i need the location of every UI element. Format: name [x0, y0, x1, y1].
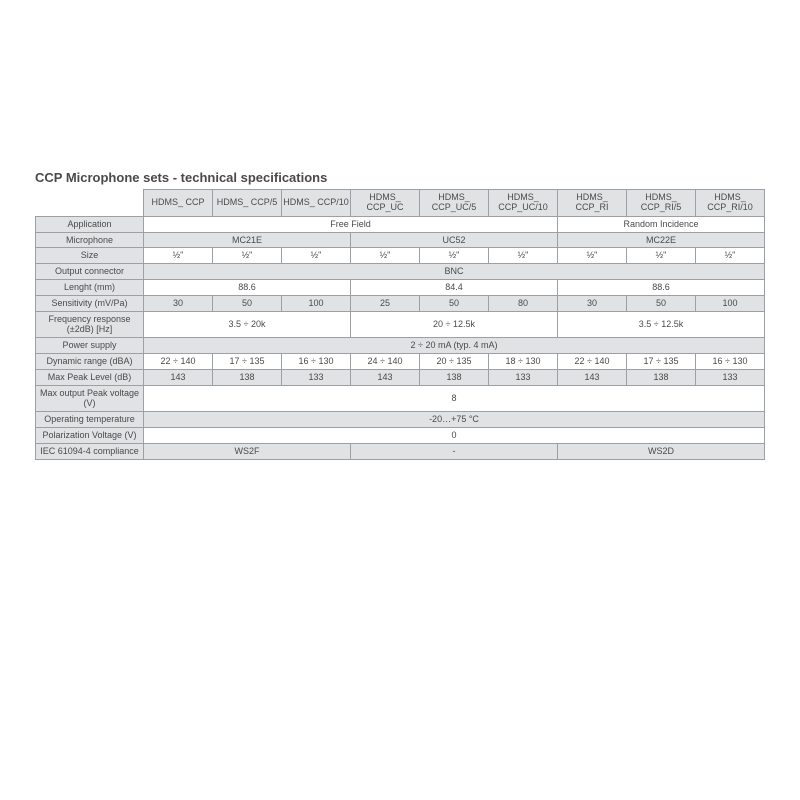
cell: WS2D	[558, 443, 765, 459]
cell: ½"	[627, 248, 696, 264]
cell: 16 ÷ 130	[696, 353, 765, 369]
cell: 3.5 ÷ 20k	[144, 311, 351, 338]
cell: 2 ÷ 20 mA (typ. 4 mA)	[144, 338, 765, 354]
cell: ½"	[558, 248, 627, 264]
cell: 143	[351, 369, 420, 385]
cell: ½"	[351, 248, 420, 264]
row-freq: Frequency response (±2dB) [Hz] 3.5 ÷ 20k…	[36, 311, 765, 338]
row-label: Polarization Voltage (V)	[36, 427, 144, 443]
cell: ½"	[213, 248, 282, 264]
cell: ½"	[420, 248, 489, 264]
cell: MC21E	[144, 232, 351, 248]
row-label: Application	[36, 216, 144, 232]
cell: 20 ÷ 12.5k	[351, 311, 558, 338]
col-header: HDMS_ CCP_RI/10	[696, 190, 765, 217]
col-header: HDMS_ CCP_UC/10	[489, 190, 558, 217]
cell: 143	[144, 369, 213, 385]
cell: 3.5 ÷ 12.5k	[558, 311, 765, 338]
row-power: Power supply 2 ÷ 20 mA (typ. 4 mA)	[36, 338, 765, 354]
cell: 22 ÷ 140	[144, 353, 213, 369]
header-row: HDMS_ CCP HDMS_ CCP/5 HDMS_ CCP/10 HDMS_…	[36, 190, 765, 217]
cell: 50	[213, 295, 282, 311]
cell: 8	[144, 385, 765, 412]
cell: 100	[282, 295, 351, 311]
col-header: HDMS_ CCP/5	[213, 190, 282, 217]
row-label: Output connector	[36, 264, 144, 280]
row-maxvolt: Max output Peak voltage (V) 8	[36, 385, 765, 412]
cell: 30	[558, 295, 627, 311]
cell: ½"	[144, 248, 213, 264]
table-title: CCP Microphone sets - technical specific…	[35, 170, 765, 185]
cell: 138	[627, 369, 696, 385]
cell: 20 ÷ 135	[420, 353, 489, 369]
cell: 18 ÷ 130	[489, 353, 558, 369]
row-label: Lenght (mm)	[36, 279, 144, 295]
row-label: Max output Peak voltage (V)	[36, 385, 144, 412]
cell: 143	[558, 369, 627, 385]
cell: 138	[420, 369, 489, 385]
cell: 84.4	[351, 279, 558, 295]
row-label: Size	[36, 248, 144, 264]
cell: 50	[420, 295, 489, 311]
cell: UC52	[351, 232, 558, 248]
row-microphone: Microphone MC21E UC52 MC22E	[36, 232, 765, 248]
row-label: Sensitivity (mV/Pa)	[36, 295, 144, 311]
cell: 17 ÷ 135	[213, 353, 282, 369]
cell: 133	[696, 369, 765, 385]
cell: -20…+75 °C	[144, 412, 765, 428]
cell: -	[351, 443, 558, 459]
col-header: HDMS_ CCP_RI	[558, 190, 627, 217]
col-header: HDMS_ CCP_UC	[351, 190, 420, 217]
cell: 16 ÷ 130	[282, 353, 351, 369]
row-label: Power supply	[36, 338, 144, 354]
row-maxpeak: Max Peak Level (dB) 143 138 133 143 138 …	[36, 369, 765, 385]
cell: WS2F	[144, 443, 351, 459]
row-iec: IEC 61094-4 compliance WS2F - WS2D	[36, 443, 765, 459]
row-length: Lenght (mm) 88.6 84.4 88.6	[36, 279, 765, 295]
cell: 0	[144, 427, 765, 443]
cell: 17 ÷ 135	[627, 353, 696, 369]
cell: 24 ÷ 140	[351, 353, 420, 369]
cell: 88.6	[558, 279, 765, 295]
cell: MC22E	[558, 232, 765, 248]
row-label: Frequency response (±2dB) [Hz]	[36, 311, 144, 338]
cell: BNC	[144, 264, 765, 280]
cell: Random Incidence	[558, 216, 765, 232]
cell: 133	[282, 369, 351, 385]
row-label: Operating temperature	[36, 412, 144, 428]
col-header: HDMS_ CCP_UC/5	[420, 190, 489, 217]
cell: 138	[213, 369, 282, 385]
row-sensitivity: Sensitivity (mV/Pa) 30 50 100 25 50 80 3…	[36, 295, 765, 311]
row-optemp: Operating temperature -20…+75 °C	[36, 412, 765, 428]
cell: 133	[489, 369, 558, 385]
cell: ½"	[489, 248, 558, 264]
cell: 100	[696, 295, 765, 311]
row-connector: Output connector BNC	[36, 264, 765, 280]
cell: Free Field	[144, 216, 558, 232]
row-label: Dynamic range (dBA)	[36, 353, 144, 369]
spec-table: HDMS_ CCP HDMS_ CCP/5 HDMS_ CCP/10 HDMS_…	[35, 189, 765, 460]
cell: 80	[489, 295, 558, 311]
row-label: Microphone	[36, 232, 144, 248]
row-size: Size ½" ½" ½" ½" ½" ½" ½" ½" ½"	[36, 248, 765, 264]
spec-container: CCP Microphone sets - technical specific…	[0, 0, 800, 460]
cell: 88.6	[144, 279, 351, 295]
cell: 25	[351, 295, 420, 311]
cell: 30	[144, 295, 213, 311]
cell: ½"	[696, 248, 765, 264]
row-label: IEC 61094-4 compliance	[36, 443, 144, 459]
row-dynamic: Dynamic range (dBA) 22 ÷ 140 17 ÷ 135 16…	[36, 353, 765, 369]
row-application: Application Free Field Random Incidence	[36, 216, 765, 232]
cell: ½"	[282, 248, 351, 264]
col-header: HDMS_ CCP	[144, 190, 213, 217]
col-header: HDMS_ CCP/10	[282, 190, 351, 217]
cell: 50	[627, 295, 696, 311]
cell: 22 ÷ 140	[558, 353, 627, 369]
col-header: HDMS_ CCP_RI/5	[627, 190, 696, 217]
row-label: Max Peak Level (dB)	[36, 369, 144, 385]
row-polvolt: Polarization Voltage (V) 0	[36, 427, 765, 443]
